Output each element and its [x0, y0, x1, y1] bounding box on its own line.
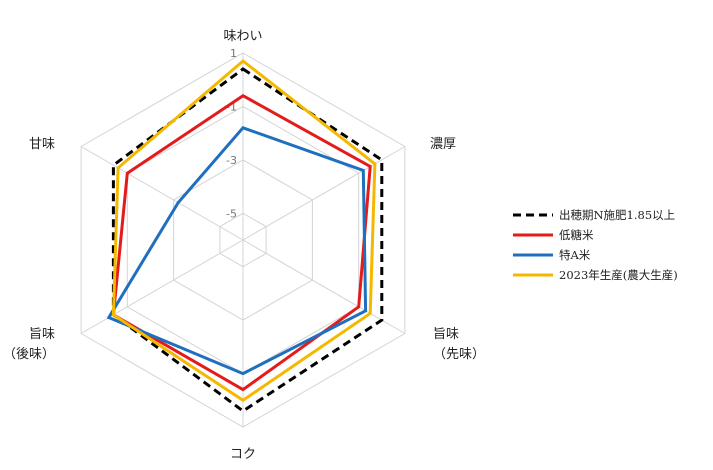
- grid-spoke: [242, 239, 406, 334]
- radar-tick-labels: 1 -1 -3 -5: [226, 47, 237, 220]
- series-line-0: [111, 67, 384, 413]
- series-line-1: [111, 93, 372, 392]
- tick-label: -5: [226, 207, 237, 220]
- radar-grid: [80, 52, 406, 428]
- grid-spoke: [242, 146, 406, 241]
- axis-label: 甘味: [29, 137, 55, 152]
- grid-spoke: [80, 239, 244, 334]
- axis-label: 濃厚: [430, 137, 456, 152]
- legend-label: 2023年生産(農大生産): [559, 268, 678, 282]
- tick-label: -1: [226, 100, 237, 113]
- series-line-2: [106, 126, 368, 376]
- tick-label: -3: [226, 154, 237, 167]
- axis-label: コク: [230, 447, 256, 462]
- axis-label: 旨味（先味）: [433, 327, 485, 362]
- grid-spoke: [80, 146, 244, 241]
- legend-label: 低糖米: [559, 228, 594, 242]
- axis-label: 味わい: [223, 29, 262, 44]
- series-line-3: [111, 59, 377, 403]
- legend-label: 出穂期N施肥1.85以上: [559, 208, 675, 222]
- legend-label: 特A米: [559, 248, 591, 262]
- radar-series: [106, 59, 384, 413]
- axis-label: 旨味（後味）: [3, 327, 55, 362]
- tick-label: 1: [230, 47, 237, 60]
